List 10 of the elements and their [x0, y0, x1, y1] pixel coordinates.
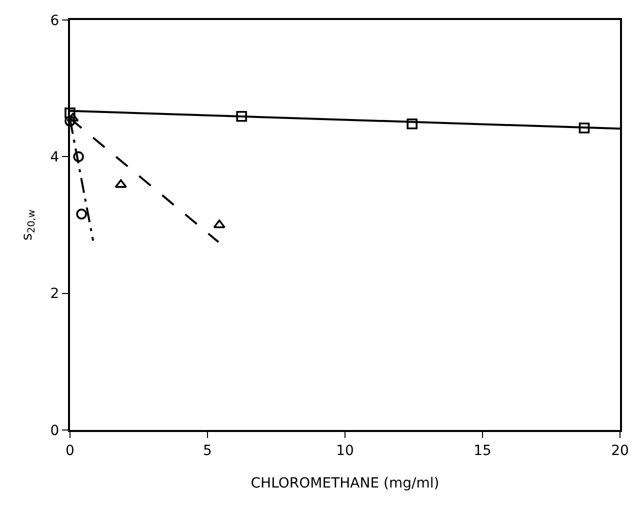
x-tick-label: 5 — [203, 442, 212, 459]
x-tick-label: 15 — [474, 442, 492, 459]
y-tick-label: 0 — [50, 422, 60, 439]
y-tick-label: 2 — [50, 286, 60, 302]
x-tick-label: 0 — [66, 442, 74, 459]
x-tick-label: 10 — [336, 442, 354, 459]
x-tick-label: 20 — [611, 442, 629, 459]
y-tick-label: 4 — [50, 150, 60, 166]
y-tick-label: 6 — [50, 12, 60, 29]
x-axis-title: CHLOROMETHANE (mg/ml) — [250, 476, 440, 492]
